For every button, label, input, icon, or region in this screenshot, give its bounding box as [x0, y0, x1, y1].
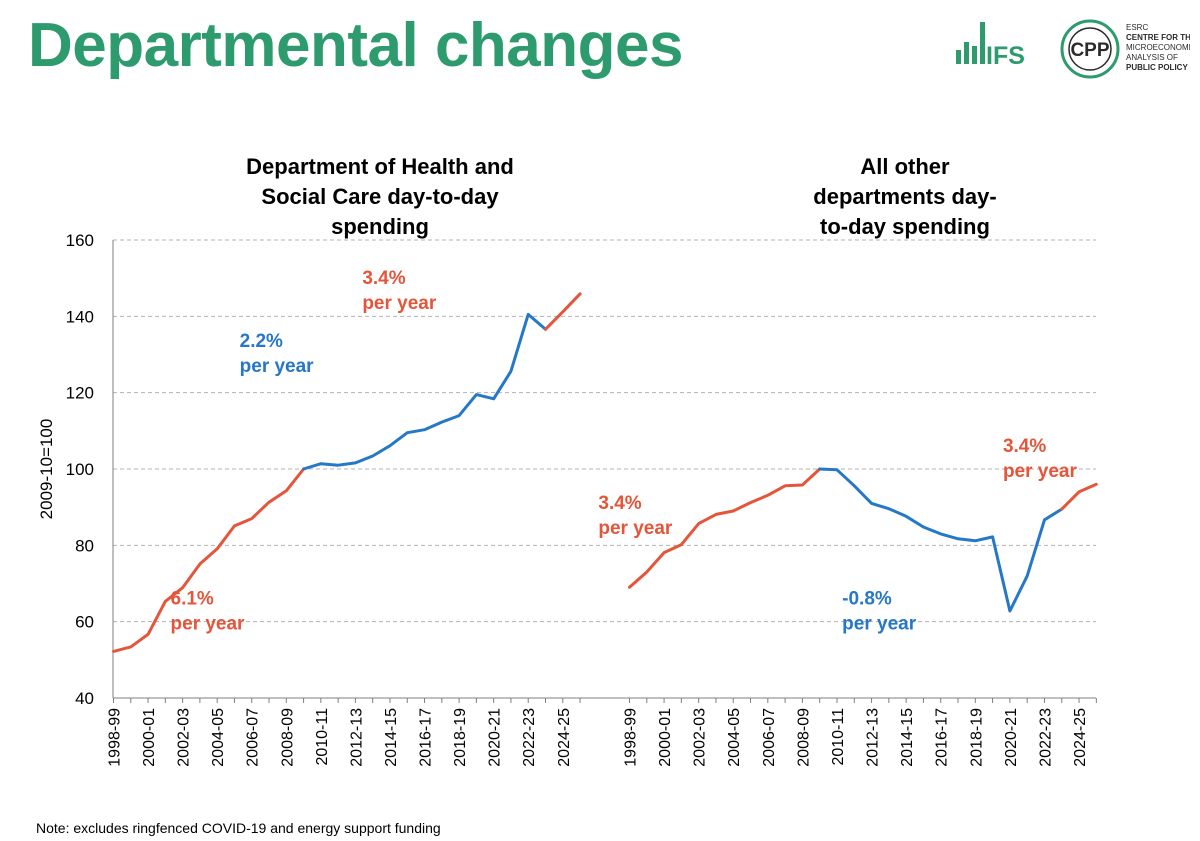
- growth-annotation: 3.4%: [598, 493, 641, 514]
- growth-annotation: -0.8%: [842, 588, 892, 609]
- x-tick-label: 2004-05: [210, 708, 227, 767]
- chart-title-line: All other: [860, 154, 950, 179]
- x-tick-label: 2008-09: [795, 708, 812, 767]
- cpp-caption-line: PUBLIC POLICY: [1126, 63, 1188, 72]
- x-tick-label: 2012-13: [865, 708, 882, 767]
- footnote: Note: excludes ringfenced COVID-19 and e…: [36, 820, 441, 836]
- cpp-inner-ring-icon: [1068, 27, 1112, 71]
- cpp-logo: CPP ESRC CENTRE FOR THE MICROECONOMIC AN…: [1060, 19, 1190, 79]
- x-tick-label: 2004-05: [726, 708, 743, 767]
- series-line: [302, 312, 547, 471]
- chart-title-line: spending: [331, 214, 429, 239]
- growth-annotation: 3.4%: [1003, 436, 1046, 457]
- ifs-wordmark: IFS: [986, 42, 1025, 70]
- series-line: [1060, 482, 1098, 511]
- x-tick-label: 2016-17: [934, 708, 951, 767]
- growth-annotation: 6.1%: [171, 588, 214, 609]
- ifs-bar-icon: [964, 42, 969, 64]
- x-tick-label: 2014-15: [383, 708, 400, 767]
- ifs-bar-icon: [956, 50, 961, 64]
- growth-annotation: 3.4%: [362, 268, 405, 289]
- cpp-wordmark: CPP: [1070, 40, 1109, 61]
- x-tick-label: 2022-23: [521, 708, 538, 767]
- y-tick-label: 80: [75, 536, 94, 555]
- series-line: [628, 467, 822, 589]
- x-tick-label: 2020-21: [487, 708, 504, 767]
- x-tick-label: 2002-03: [692, 708, 709, 767]
- growth-annotation: per year: [598, 518, 673, 539]
- page-title: Departmental changes: [28, 11, 684, 80]
- growth-annotation: 2.2%: [240, 331, 283, 352]
- x-tick-label: 2000-01: [657, 708, 674, 767]
- chart-title-line: Social Care day-to-day: [261, 184, 499, 209]
- x-tick-label: 2024-25: [1072, 708, 1089, 767]
- cpp-caption-line: ANALYSIS OF: [1126, 53, 1178, 62]
- chart-title-line: Department of Health and: [246, 154, 514, 179]
- x-tick-label: 2002-03: [176, 708, 193, 767]
- y-axis-label: 2009-10=100: [37, 419, 56, 520]
- series-line: [818, 467, 1064, 613]
- cpp-ring-icon: [1060, 19, 1120, 79]
- x-tick-label: 2000-01: [141, 708, 158, 767]
- ifs-bar-icon: [972, 46, 977, 64]
- x-tick-label: 2012-13: [348, 708, 365, 767]
- growth-annotation: per year: [362, 293, 437, 314]
- x-tick-label: 2022-23: [1037, 708, 1054, 767]
- y-tick-label: 100: [66, 460, 94, 479]
- x-tick-label: 2010-11: [830, 708, 847, 766]
- x-tick-label: 2018-19: [968, 708, 985, 767]
- cpp-caption-line: MICROECONOMIC: [1126, 43, 1190, 52]
- growth-annotation: per year: [171, 613, 246, 634]
- x-tick-label: 2006-07: [761, 708, 778, 767]
- growth-annotation: per year: [240, 356, 315, 377]
- x-tick-label: 2006-07: [245, 708, 262, 767]
- x-tick-label: 2024-25: [556, 708, 573, 767]
- x-tick-label: 1998-99: [623, 708, 640, 767]
- chart-title-line: to-day spending: [820, 214, 990, 239]
- series-line: [112, 467, 306, 653]
- ifs-bar-icon: [980, 22, 985, 64]
- growth-annotation: per year: [1003, 461, 1078, 482]
- x-tick-label: 2018-19: [452, 708, 469, 767]
- y-tick-label: 60: [75, 613, 94, 632]
- x-tick-label: 2016-17: [418, 708, 435, 767]
- y-tick-label: 140: [66, 307, 94, 326]
- series-line: [544, 292, 582, 331]
- y-tick-label: 40: [75, 689, 94, 708]
- x-tick-label: 2010-11: [314, 708, 331, 766]
- chart-area: 40 60 80 100 120 140 160 2009-10=100 Department …: [37, 154, 1098, 767]
- cpp-caption-line: CENTRE FOR THE: [1126, 33, 1190, 42]
- chart-title-line: departments day-: [813, 184, 996, 209]
- x-tick-label: 2014-15: [899, 708, 916, 767]
- growth-annotation: per year: [842, 613, 917, 634]
- logos: IFS CPP ESRC CENTRE FOR THE MICROECONOMI…: [956, 19, 1190, 79]
- cpp-caption-line: ESRC: [1126, 23, 1148, 32]
- x-tick-label: 2020-21: [1003, 708, 1020, 767]
- y-tick-label: 120: [66, 384, 94, 403]
- x-tick-label: 1998-99: [107, 708, 124, 767]
- x-tick-label: 2008-09: [279, 708, 296, 767]
- y-tick-label: 160: [66, 231, 94, 250]
- ifs-logo: IFS: [956, 22, 1025, 70]
